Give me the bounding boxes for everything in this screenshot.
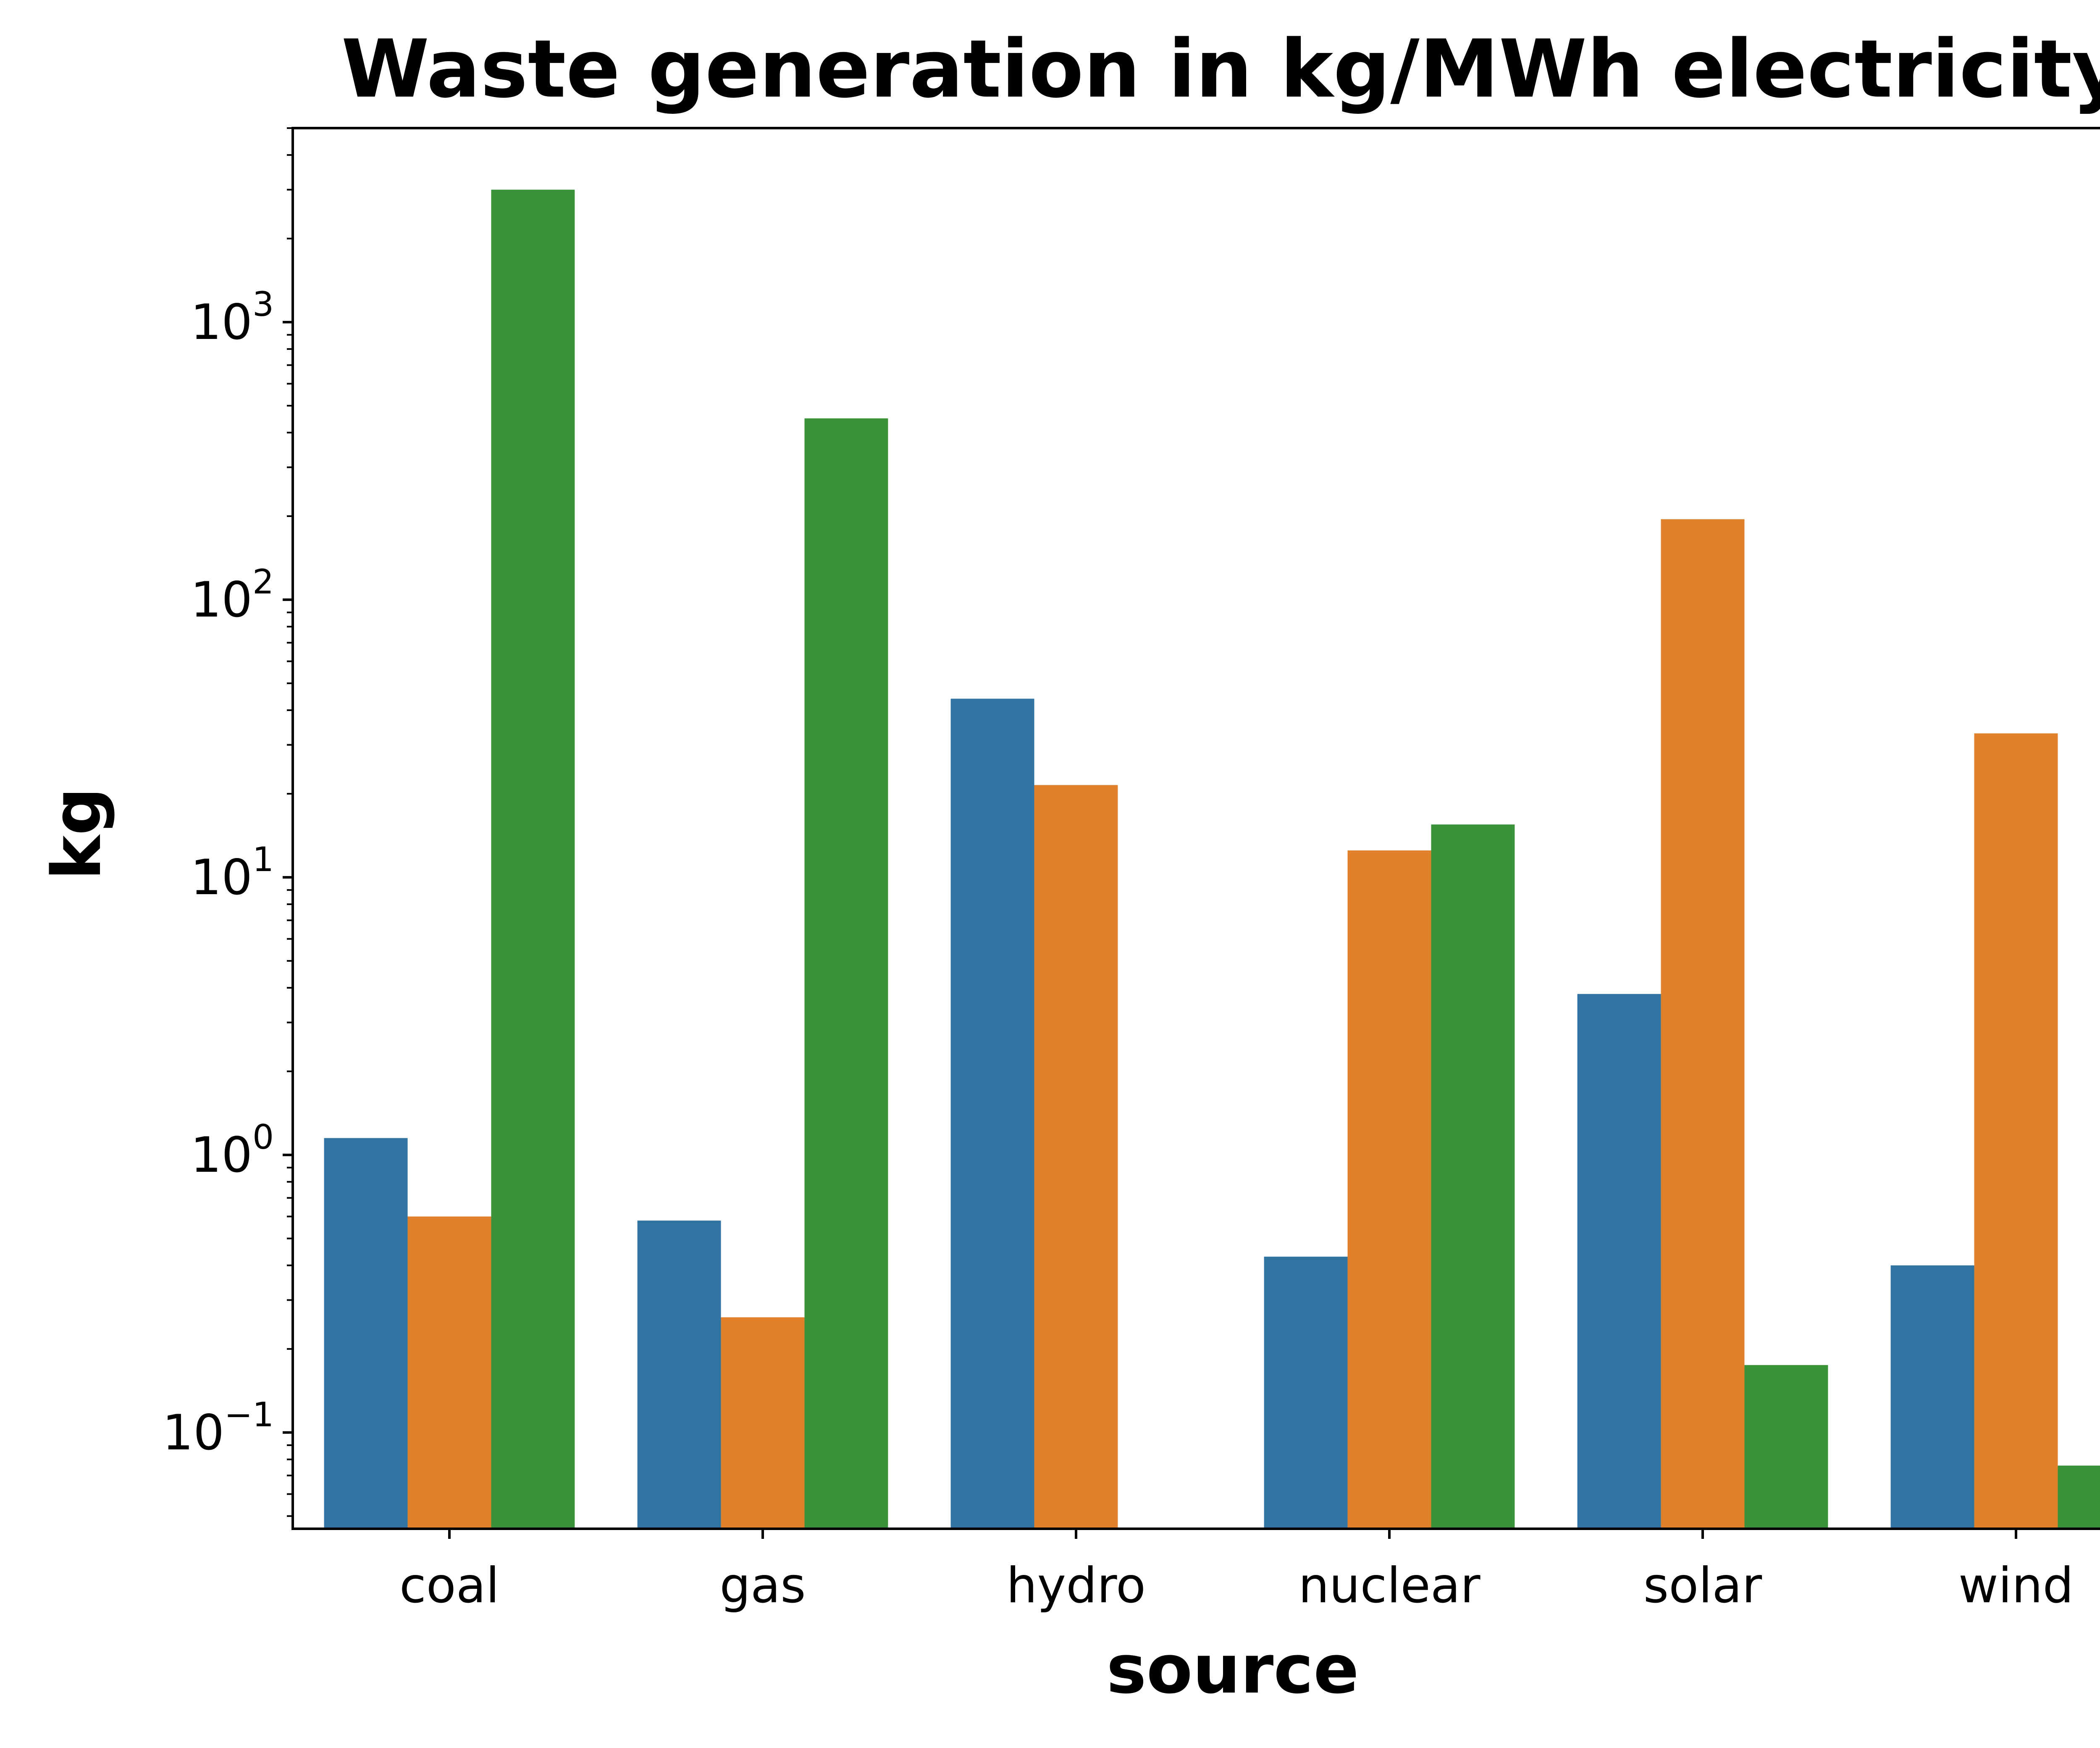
x-tick-label: wind (1958, 1557, 2074, 1614)
bar-gas-series-2 (721, 1317, 805, 1529)
bar-gas-series-1 (637, 1220, 721, 1529)
bar-nuclear-series-1 (1264, 1257, 1348, 1529)
bar-solar-series-1 (1577, 994, 1661, 1529)
plot-area-frame (291, 127, 2100, 1530)
x-tick-label: nuclear (1298, 1557, 1480, 1614)
bars (324, 189, 2100, 1529)
y-axis-label: kg (37, 787, 116, 880)
y-tick-label: 10−1 (162, 1395, 274, 1461)
x-tick-label: solar (1643, 1557, 1762, 1614)
x-tick-label: hydro (1006, 1557, 1146, 1614)
y-tick-label: 100 (190, 1118, 274, 1184)
bar-gas-series-3 (804, 418, 888, 1529)
bar-solar-series-2 (1661, 519, 1745, 1529)
bar-coal-series-3 (491, 189, 575, 1529)
bar-nuclear-series-2 (1347, 850, 1431, 1529)
bar-nuclear-series-3 (1431, 824, 1515, 1529)
bar-coal-series-2 (407, 1216, 491, 1529)
bar-wind-series-3 (2058, 1465, 2100, 1529)
x-tick-label: coal (399, 1557, 499, 1614)
bar-coal-series-1 (324, 1138, 408, 1529)
x-tick-label: gas (719, 1557, 806, 1614)
bar-wind-series-2 (1974, 733, 2058, 1529)
y-tick-label: 103 (190, 285, 274, 351)
bar-hydro-series-1 (950, 698, 1034, 1529)
y-tick-label: 101 (190, 840, 274, 906)
chart-title: Waste generation in kg/MWh electricity (341, 23, 2100, 115)
axis-ticks: coal gas hydro nuclear solar wind 10−1 100 101 10… (162, 127, 2074, 1614)
bar-wind-series-1 (1890, 1265, 1974, 1529)
bar-solar-series-3 (1744, 1365, 1828, 1529)
x-axis-label: source (1106, 1630, 1359, 1709)
y-tick-label: 102 (190, 562, 274, 628)
bar-hydro-series-2 (1034, 785, 1118, 1529)
